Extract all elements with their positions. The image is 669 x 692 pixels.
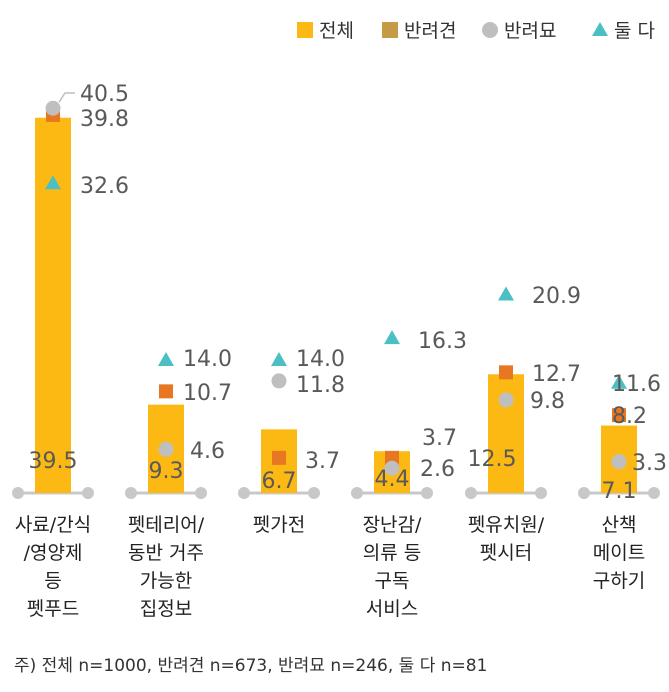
marker-둘다 — [611, 374, 627, 389]
marker-둘다 — [45, 175, 61, 190]
axis-dot — [578, 487, 590, 499]
legend-label: 둘 다 — [614, 20, 655, 42]
category-label: 펫시터 — [480, 542, 532, 564]
data-label-반려견: 3.7 — [422, 426, 457, 451]
legend-marker — [382, 22, 398, 38]
category-label: 장난감/ — [363, 514, 422, 536]
category-label: 동반 거주 — [128, 542, 204, 564]
data-label-반려묘: 2.6 — [420, 457, 455, 482]
data-label-둘다: 20.9 — [532, 284, 581, 309]
bar-전체 — [488, 374, 524, 493]
marker-반려묘 — [611, 454, 627, 470]
data-label-둘다: 32.6 — [80, 174, 129, 199]
data-label-반려묘: 9.8 — [530, 389, 565, 414]
category-label: 구하기 — [593, 570, 645, 592]
marker-반려견 — [272, 450, 286, 465]
marker-둘다 — [158, 352, 174, 366]
category-label: 의류 등 — [363, 542, 421, 564]
axis-dot — [648, 487, 660, 499]
marker-반려견 — [385, 450, 399, 465]
data-label-둘다: 11.6 — [612, 372, 661, 397]
leader-line — [58, 92, 75, 103]
legend-label: 전체 — [319, 20, 354, 42]
axis-dot — [351, 487, 363, 499]
axis-dot — [195, 487, 207, 499]
category-label: 산책 — [602, 514, 637, 536]
axis-dot — [12, 487, 24, 499]
data-label-둘다: 16.3 — [418, 329, 467, 354]
data-label-전체: 39.5 — [29, 449, 78, 474]
axis-dot — [238, 487, 250, 499]
data-label-전체: 9.3 — [149, 459, 184, 484]
category-label: 집정보 — [140, 598, 192, 620]
footnote: 주) 전체 n=1000, 반려견 n=673, 반려묘 n=246, 둘 다 … — [14, 656, 487, 676]
category-label: 펫가전 — [253, 514, 305, 536]
marker-반려묘 — [498, 392, 514, 408]
data-label-둘다: 14.0 — [296, 347, 345, 372]
data-label-반려묘: 4.6 — [190, 439, 225, 464]
data-label-반려묘: 11.8 — [296, 373, 345, 398]
category-label: 메이트 — [593, 542, 645, 564]
axis-dot — [535, 487, 547, 499]
bar-전체 — [35, 117, 71, 493]
marker-둘다 — [498, 286, 514, 301]
data-label-반려묘: 3.3 — [632, 451, 667, 476]
data-label-반려견: 3.7 — [305, 449, 340, 474]
marker-반려묘 — [158, 441, 174, 457]
category-label: 등 — [44, 570, 61, 592]
data-label-반려묘: 40.5 — [80, 82, 129, 107]
legend-marker — [482, 22, 498, 38]
marker-반려묘 — [271, 373, 287, 389]
data-label-둘다: 14.0 — [183, 347, 232, 372]
data-label-반려견: 10.7 — [183, 381, 232, 406]
category-label: 펫테리어/ — [128, 514, 205, 536]
category-label: 서비스 — [366, 598, 418, 620]
marker-반려견 — [612, 408, 626, 423]
category-label: 가능한 — [140, 570, 192, 592]
category-label: /영양제 — [24, 542, 83, 564]
legend-marker — [592, 22, 608, 36]
category-label: 펫유치원/ — [468, 514, 545, 536]
axis-dot — [308, 487, 320, 499]
category-label: 구독 — [375, 570, 410, 592]
category-label: 펫푸드 — [27, 598, 79, 620]
marker-반려견 — [159, 384, 173, 399]
marker-반려견 — [499, 365, 513, 380]
data-label-전체: 6.7 — [262, 469, 297, 494]
axis-dot — [82, 487, 94, 499]
data-label-전체: 12.5 — [468, 447, 517, 472]
data-label-전체: 4.4 — [375, 467, 410, 492]
data-label-반려견: 8.2 — [612, 404, 647, 429]
legend-marker — [297, 22, 313, 38]
legend-label: 반려묘 — [504, 20, 556, 42]
marker-둘다 — [271, 352, 287, 366]
data-label-반려견: 39.8 — [80, 107, 129, 132]
data-label-반려견: 12.7 — [532, 362, 581, 387]
axis-dot — [421, 487, 433, 499]
marker-둘다 — [384, 330, 400, 345]
category-label: 사료/간식 — [15, 514, 91, 536]
axis-dot — [465, 487, 477, 499]
marker-반려묘 — [384, 460, 400, 476]
axis-dot — [125, 487, 137, 499]
data-label-전체: 7.1 — [602, 479, 637, 504]
legend-label: 반려견 — [404, 20, 456, 42]
marker-반려묘 — [45, 100, 61, 116]
